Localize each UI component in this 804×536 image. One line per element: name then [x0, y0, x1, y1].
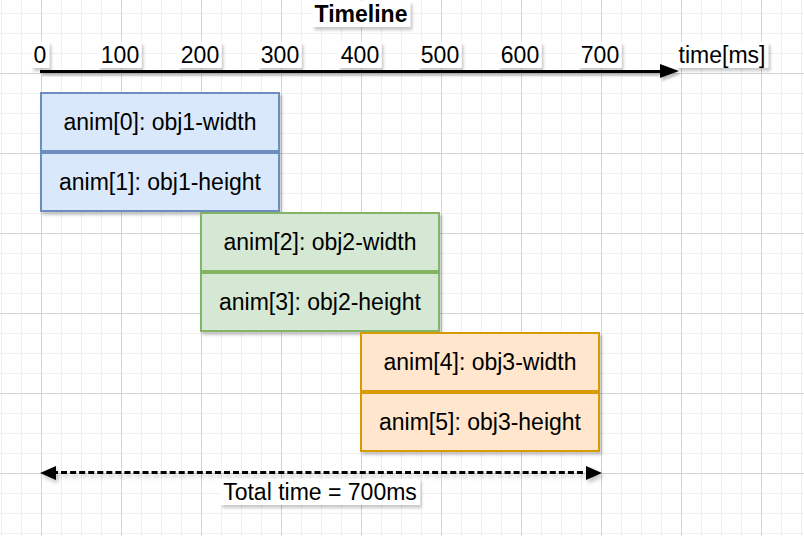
axis-tick-100: 100: [98, 42, 142, 68]
total-arrow-dashed-line: [52, 471, 592, 474]
anim-bar-1[interactable]: anim[1]: obj1-height: [40, 152, 280, 212]
anim-bar-3[interactable]: anim[3]: obj2-height: [200, 272, 440, 332]
total-arrowhead-right-icon: [586, 466, 602, 480]
anim-bar-0-label: anim[0]: obj1-width: [63, 109, 256, 136]
axis-tick-300: 300: [258, 42, 302, 68]
anim-bar-5[interactable]: anim[5]: obj3-height: [360, 392, 600, 452]
total-time-label: Total time = 700ms: [220, 479, 420, 505]
axis-tick-700: 700: [578, 42, 622, 68]
axis-arrowhead-icon: [660, 64, 679, 78]
axis-tick-0: 0: [31, 42, 50, 68]
anim-bar-1-label: anim[1]: obj1-height: [59, 169, 261, 196]
axis-unit-label: time[ms]: [676, 42, 769, 68]
axis-tick-400: 400: [338, 42, 382, 68]
anim-bar-5-label: anim[5]: obj3-height: [379, 409, 581, 436]
anim-bar-4[interactable]: anim[4]: obj3-width: [360, 332, 600, 392]
anim-bar-3-label: anim[3]: obj2-height: [219, 289, 421, 316]
axis-line: [40, 70, 662, 73]
anim-bar-0[interactable]: anim[0]: obj1-width: [40, 92, 280, 152]
anim-bar-2[interactable]: anim[2]: obj2-width: [200, 212, 440, 272]
axis-tick-500: 500: [418, 42, 462, 68]
anim-bar-4-label: anim[4]: obj3-width: [383, 349, 576, 376]
diagram-canvas: Timeline 0 100 200 300 400 500 600 700 t…: [0, 0, 804, 536]
diagram-title: Timeline: [312, 1, 411, 27]
axis-tick-600: 600: [498, 42, 542, 68]
axis-tick-200: 200: [178, 42, 222, 68]
anim-bar-2-label: anim[2]: obj2-width: [223, 229, 416, 256]
